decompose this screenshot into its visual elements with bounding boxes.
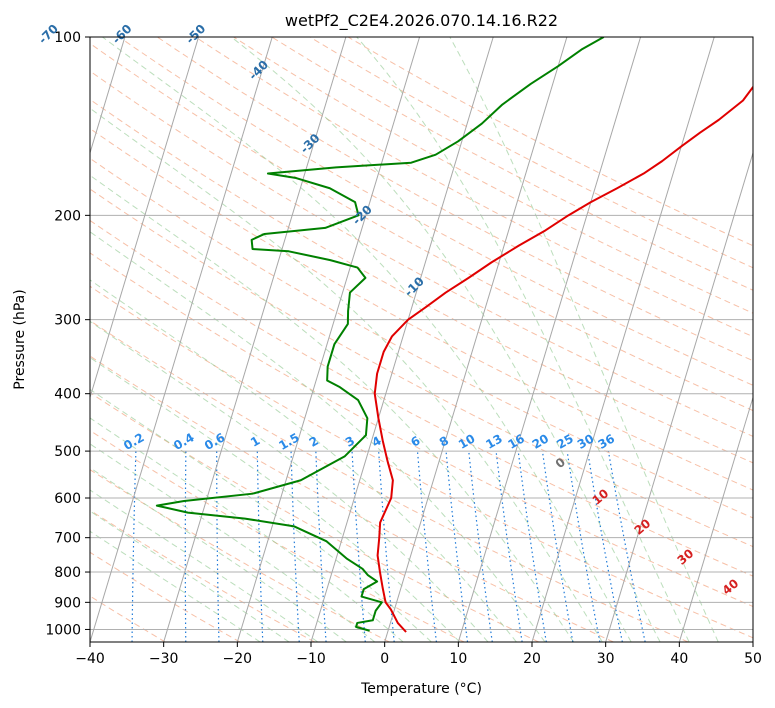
- isotherm-line: [90, 37, 126, 155]
- dry-adiabat: [156, 37, 753, 362]
- dry-adiabat: [90, 127, 753, 491]
- mixing-ratio-line: [495, 451, 523, 642]
- mixing-ratio-line: [290, 451, 300, 642]
- y-tick-label: 400: [54, 387, 81, 403]
- plot-frame: [89, 36, 754, 643]
- isotherm-line: [90, 37, 200, 400]
- x-tick-label: 30: [597, 651, 615, 667]
- mixing-ratio-line: [416, 451, 438, 642]
- y-axis-title: Pressure (hPa): [12, 289, 28, 389]
- x-tick-label: 20: [523, 651, 541, 667]
- y-tick-label: 800: [54, 565, 81, 581]
- moist-adiabat: [90, 279, 517, 642]
- y-tick-label: 500: [54, 444, 81, 460]
- temperature-profile: [373, 85, 753, 633]
- mixing-ratio-line: [131, 451, 137, 642]
- dry-adiabat: [90, 469, 390, 642]
- mixing-ratio-line: [315, 451, 327, 642]
- x-tick-label: 50: [744, 651, 762, 667]
- y-axis: 100 200 300 400 500 600 700 800 900 1000: [45, 30, 90, 638]
- dry-adiabat: [90, 219, 753, 577]
- mixing-ratio-line: [468, 451, 493, 642]
- y-tick-label: 200: [54, 208, 81, 224]
- y-tick-label: 900: [54, 595, 81, 611]
- mixing-ratio-line: [256, 451, 264, 642]
- y-tick-label: 600: [54, 491, 81, 507]
- moist-adiabat: [449, 37, 719, 642]
- isotherm-line: [457, 37, 642, 642]
- moist-adiabat: [90, 174, 575, 642]
- mixing-ratio-line: [541, 451, 574, 642]
- dry-adiabat: [90, 595, 166, 642]
- mixing-ratio-line: [351, 451, 366, 642]
- dry-adiabat: [90, 320, 689, 642]
- x-tick-label: −20: [223, 651, 253, 667]
- dry-adiabat: [90, 429, 465, 642]
- dry-adiabat: [90, 157, 753, 519]
- moist-adiabat: [90, 489, 319, 642]
- dry-adiabat: [90, 551, 241, 642]
- mixing-ratio-line: [445, 451, 469, 642]
- plot-area: [90, 37, 753, 642]
- x-axis-title: Temperature (°C): [360, 681, 482, 697]
- moist-adiabat: [102, 37, 632, 642]
- moist-adiabat: [90, 107, 603, 642]
- y-tick-label: 700: [54, 531, 81, 547]
- chart-title: wetPf2_C2E4.2026.070.14.16.R22: [285, 11, 558, 31]
- isotherm-line: [678, 395, 753, 642]
- mixing-ratio-line: [587, 451, 623, 642]
- moist-adiabat: [90, 467, 347, 642]
- mixing-ratio-line: [216, 451, 220, 642]
- y-tick-label: 300: [54, 313, 81, 329]
- mixing-ratio-line: [566, 451, 601, 642]
- isotherm-line: [605, 151, 753, 642]
- x-tick-label: 40: [670, 651, 688, 667]
- isotherm-line: [163, 37, 347, 642]
- x-tick-label: 0: [380, 651, 389, 667]
- mixing-ratio-line: [517, 451, 547, 642]
- dry-adiabat: [90, 285, 753, 639]
- dry-adiabat: [118, 37, 753, 386]
- moist-adiabat: [90, 320, 489, 642]
- dry-adiabat: [232, 37, 753, 314]
- isotherm-line: [384, 37, 568, 642]
- x-axis: −40 −30 −20 −10 0 10 20 30 40 50: [75, 642, 762, 667]
- x-tick-label: −40: [75, 651, 105, 667]
- y-tick-label: 100: [54, 30, 81, 46]
- isotherm-line: [531, 37, 715, 642]
- moist-adiabat: [90, 510, 290, 642]
- isotherm-line: [236, 37, 421, 642]
- dry-adiabat: [90, 188, 753, 548]
- dewpoint-profile: [155, 37, 605, 632]
- x-tick-label: 10: [449, 651, 467, 667]
- moist-adiabat: [356, 37, 690, 642]
- moist-adiabat: [90, 417, 404, 642]
- profile-lines: [155, 37, 753, 633]
- y-tick-label: 1000: [45, 622, 81, 638]
- x-tick-label: −10: [296, 651, 326, 667]
- moist-adiabat: [90, 231, 546, 642]
- x-tick-label: −30: [149, 651, 179, 667]
- mixing-ratio-line: [184, 451, 187, 642]
- dry-adiabat: [270, 37, 753, 291]
- dry-adiabat: [90, 98, 753, 464]
- thermodynamic-background: [90, 37, 753, 642]
- isotherm-line: [90, 37, 273, 642]
